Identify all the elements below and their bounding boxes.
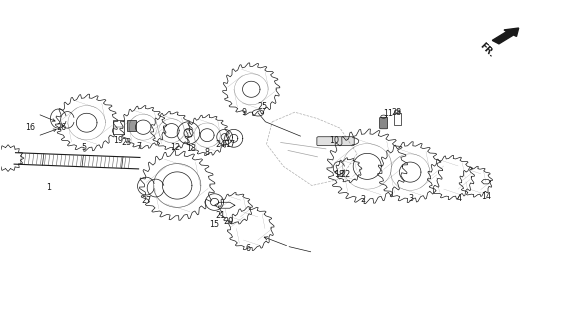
Text: FR.: FR. — [478, 41, 496, 59]
Text: 15: 15 — [209, 220, 219, 229]
Text: 16: 16 — [25, 123, 35, 132]
Text: 8: 8 — [205, 148, 210, 156]
Text: 11: 11 — [383, 109, 393, 118]
Text: 27: 27 — [142, 196, 152, 205]
Text: 24: 24 — [215, 140, 225, 149]
Text: 12: 12 — [170, 143, 180, 152]
Text: 4: 4 — [456, 194, 462, 204]
FancyArrow shape — [492, 28, 519, 44]
Text: 23: 23 — [121, 138, 132, 147]
Text: 20: 20 — [223, 217, 233, 226]
Text: 28: 28 — [392, 108, 401, 117]
Text: 21: 21 — [215, 211, 225, 220]
Text: 19: 19 — [113, 136, 124, 145]
FancyBboxPatch shape — [380, 117, 388, 129]
Text: 2: 2 — [360, 195, 365, 204]
Text: 22: 22 — [341, 170, 351, 179]
Text: 10: 10 — [329, 136, 340, 145]
Text: 17: 17 — [225, 140, 235, 149]
Text: 1: 1 — [46, 183, 51, 192]
Text: 25: 25 — [257, 102, 267, 111]
Text: 3: 3 — [408, 194, 413, 204]
FancyBboxPatch shape — [317, 137, 354, 146]
Text: 6: 6 — [246, 244, 251, 253]
Bar — [113, 120, 124, 133]
Text: 5: 5 — [82, 143, 87, 152]
Text: 18: 18 — [334, 170, 344, 179]
Text: 26: 26 — [57, 123, 67, 132]
Text: 13: 13 — [187, 144, 196, 153]
Text: 9: 9 — [242, 108, 247, 117]
Text: 7: 7 — [137, 142, 142, 151]
Bar — [128, 120, 137, 131]
Text: 14: 14 — [481, 192, 491, 201]
